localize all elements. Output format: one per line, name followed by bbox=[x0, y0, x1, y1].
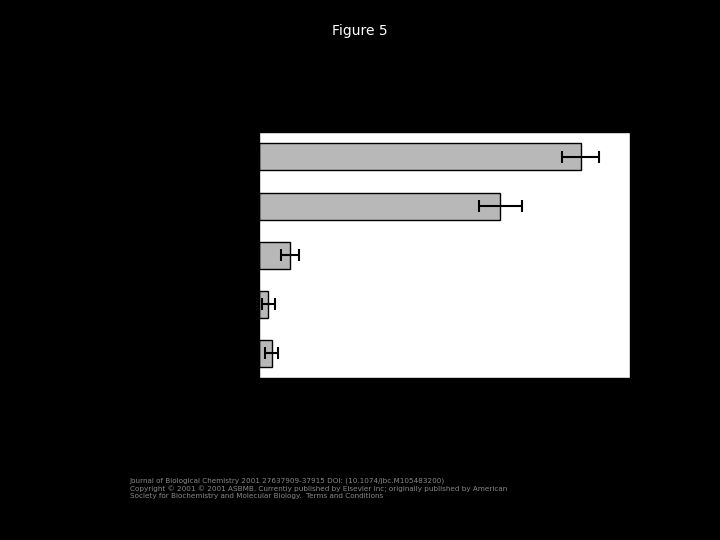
Bar bbox=[259, 193, 500, 220]
Text: Journal of Biological Chemistry 2001 27637909-37915 DOI: (10.1074/jbc.M105483200: Journal of Biological Chemistry 2001 276… bbox=[130, 478, 507, 499]
Bar bbox=[259, 340, 271, 367]
Bar bbox=[259, 242, 290, 269]
Bar bbox=[259, 291, 269, 318]
Bar bbox=[259, 144, 580, 171]
Text: Figure 5: Figure 5 bbox=[332, 24, 388, 38]
X-axis label: SecA lipid binding response (arc sec/ 100 sec): SecA lipid binding response (arc sec/ 10… bbox=[264, 406, 625, 420]
